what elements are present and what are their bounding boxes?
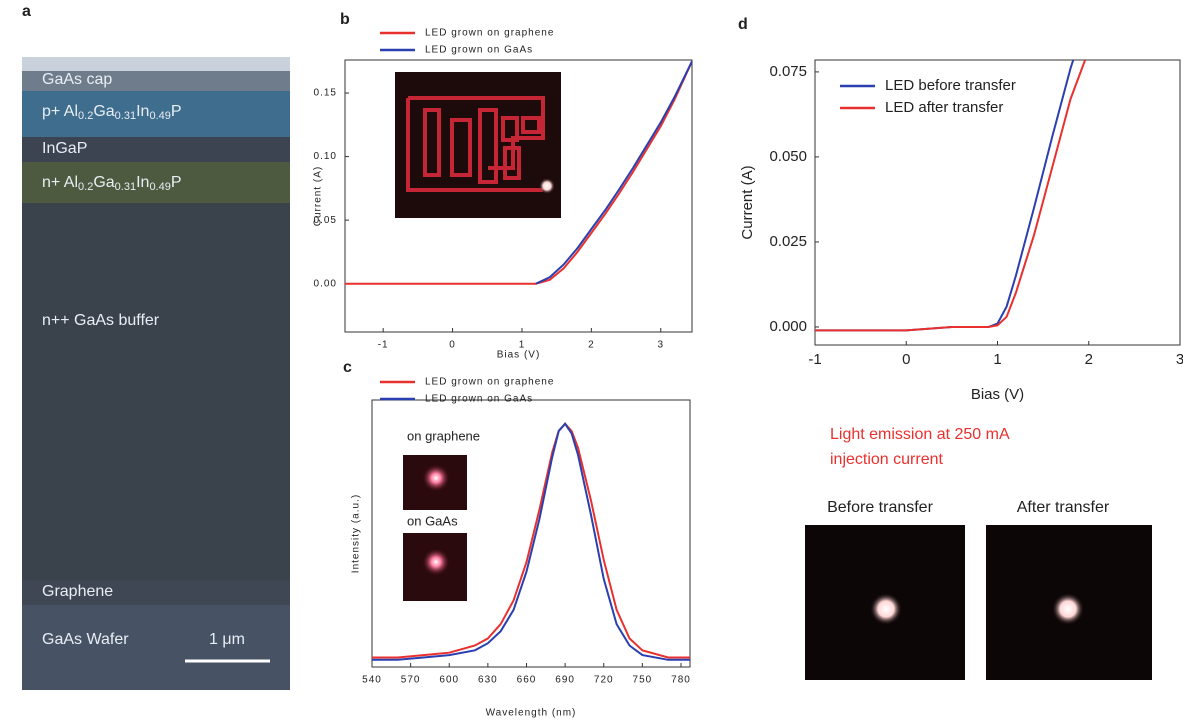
y-tick-label: 0.05 [314,215,337,226]
layer-label-part: InGaP [42,140,87,157]
x-tick-label: 2 [1085,351,1093,368]
y-axis-label: Current (A) [313,166,324,226]
inset-label: on graphene [407,428,480,443]
x-tick-label: 660 [517,675,537,686]
layer-label-part: P [171,103,182,120]
layer-label: InGaP [42,140,87,157]
sem-image [22,57,290,690]
y-axis-label: Current (A) [739,165,756,239]
layer-label-part: 0.2 [78,181,93,193]
scale-bar-label: 1 μm [209,631,245,648]
layer-label-part: GaAs cap [42,71,112,88]
y-tick-label: 0.15 [314,88,337,99]
x-tick-label: 630 [478,675,498,686]
layer-label: p+ Al0.2Ga0.31In0.49P [42,103,182,122]
panel-label: d [738,16,748,33]
annotation: injection current [830,451,944,468]
x-tick-label: 0 [449,340,456,351]
x-axis-label: Bias (V) [971,386,1024,403]
legend-box [825,72,1080,127]
y-tick-label: 0.075 [769,63,807,80]
layer-label-part: GaAs Wafer [42,631,129,648]
layer-label-part: n+ Al [42,174,78,191]
x-tick-label: 750 [633,675,653,686]
layer-label: Graphene [42,583,113,600]
x-tick-label: 3 [1176,351,1183,368]
x-tick-label: 1 [519,340,526,351]
layer-label-part: In [136,103,149,120]
layer-label-part: n++ GaAs buffer [42,312,160,329]
y-tick-label: 0.10 [314,151,337,162]
x-tick-label: 3 [657,340,664,351]
layer-label-part: Ga [93,174,114,191]
legend-label: LED grown on graphene [425,28,554,39]
layer-label-part: 0.2 [78,110,93,122]
panel-label: c [343,359,352,376]
x-tick-label: 540 [362,675,382,686]
x-tick-label: 720 [594,675,614,686]
panel-label: a [22,3,31,20]
y-axis-label: Intensity (a.u.) [351,494,362,573]
layer-label-part: Graphene [42,583,113,600]
x-tick-label: 690 [555,675,575,686]
led-photo [395,72,561,218]
x-tick-label: 1 [993,351,1001,368]
plot-frame [344,59,693,333]
x-tick-label: 780 [671,675,691,686]
legend-label: LED grown on graphene [425,377,554,388]
x-axis-label: Bias (V) [497,350,541,361]
annotation: Light emission at 250 mA [830,426,1010,443]
x-tick-label: 2 [588,340,595,351]
series-line [535,60,692,285]
legend-label: LED grown on GaAs [425,394,533,405]
y-tick-label: 0.00 [314,278,337,289]
layer-label-part: In [136,174,149,191]
legend-label: LED after transfer [885,99,1003,116]
layer-label-part: 0.31 [115,110,136,122]
layer-label-part: p+ Al [42,103,78,120]
panel-label: b [340,11,350,28]
x-axis-label: Wavelength (nm) [486,708,577,719]
photo-label: Before transfer [827,499,934,516]
spot-photos [403,455,467,601]
layer-label-part: 0.49 [149,181,170,193]
legend-label: LED grown on GaAs [425,45,533,56]
plot-frame [371,399,691,668]
series-line [372,422,690,661]
y-tick-label: 0.000 [769,318,807,335]
inset-label: on GaAs [407,513,458,528]
layer-label: n+ Al0.2Ga0.31In0.49P [42,174,182,193]
x-tick-label: 0 [902,351,910,368]
layer-label: GaAs cap [42,71,112,88]
emission-photos [805,525,1152,680]
photo-label: After transfer [1017,499,1110,516]
layer-label: n++ GaAs buffer [42,312,160,329]
layer-label-part: Ga [93,103,114,120]
legend-label: LED before transfer [885,77,1016,94]
layer-label-part: 0.31 [115,181,136,193]
y-tick-label: 0.025 [769,233,807,250]
x-tick-label: 600 [439,675,459,686]
y-tick-label: 0.050 [769,148,807,165]
layer-label-part: 0.49 [149,110,170,122]
series-line [815,60,1087,332]
layer-label: GaAs Wafer [42,631,129,648]
x-tick-label: -1 [378,340,389,351]
series-line [345,60,692,285]
x-tick-label: -1 [808,351,821,368]
layer-label-part: P [171,174,182,191]
x-tick-label: 570 [401,675,421,686]
